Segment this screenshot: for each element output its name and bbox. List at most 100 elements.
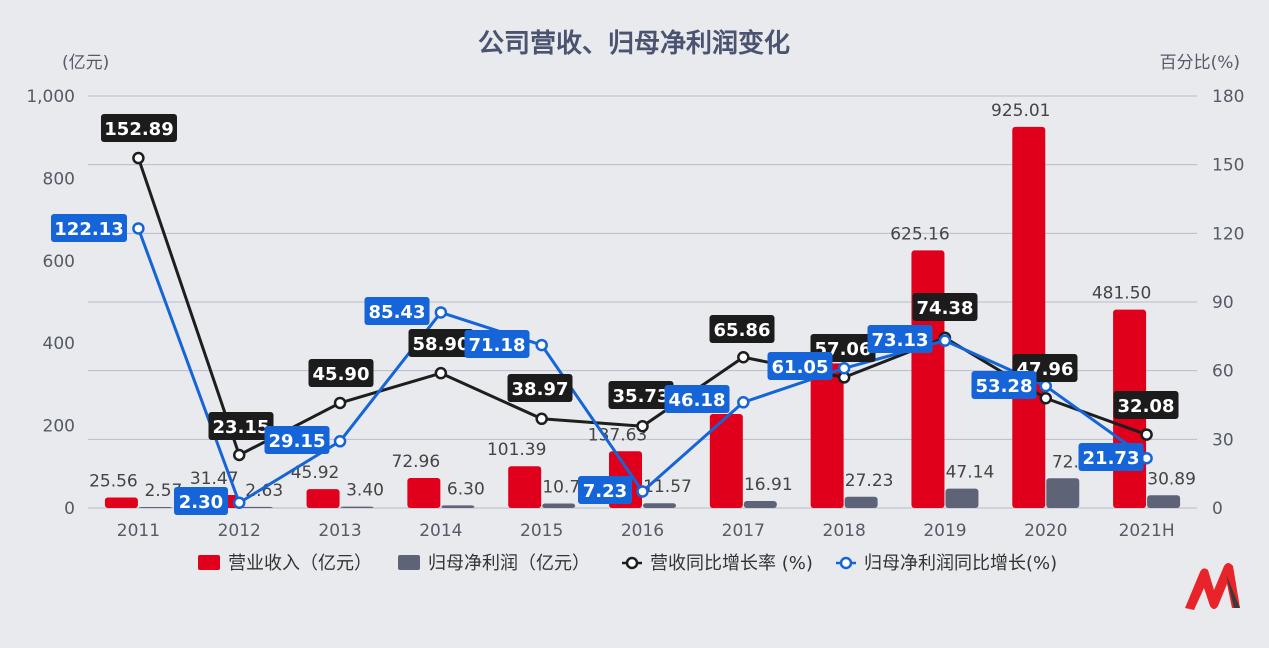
revenue-bar (407, 477, 441, 508)
revenue-bar-label: 31.47 (190, 469, 239, 489)
profit-growth-point (232, 496, 246, 509)
profit-growth-label-text: 61.05 (772, 357, 829, 378)
revenue-growth-label-text: 23.15 (213, 417, 270, 438)
left-tick-label: 0 (64, 499, 75, 519)
revenue-growth-label: 152.89 (101, 114, 177, 142)
revenue-growth-point (434, 366, 448, 380)
profit-growth-label-box (174, 487, 228, 515)
profit-bar (1046, 478, 1080, 508)
profit-growth-label-box (767, 352, 833, 380)
profit-growth-label-box (364, 297, 430, 325)
category-label: 2013 (318, 521, 361, 541)
profit-bar-label: 16.91 (744, 475, 793, 495)
profit-bar-label: 47.14 (946, 463, 995, 483)
revenue-growth-point (132, 151, 145, 165)
profit-growth-label-box (578, 476, 632, 504)
profit-bar (743, 501, 777, 508)
profit-growth-label-box (867, 325, 933, 353)
left-tick-label: 1,000 (26, 87, 75, 107)
legend-marker (839, 556, 853, 570)
profit-growth-label: 122.13 (51, 214, 127, 242)
revenue-growth-label-box (912, 293, 978, 321)
left-tick-label: 600 (43, 252, 75, 272)
revenue-growth-label-box (709, 315, 775, 343)
left-tick-label: 200 (43, 417, 75, 437)
profit-growth-label-box (264, 426, 330, 454)
category-label: 2019 (923, 521, 966, 541)
profit-growth-point (434, 306, 448, 319)
profit-bar-label: 6.30 (447, 479, 485, 499)
profit-growth-label: 71.18 (464, 330, 530, 358)
profit-growth-label-box (1078, 443, 1144, 471)
chart-title: 公司营收、归母净利润变化 (478, 28, 790, 59)
profit-growth-line (137, 227, 1148, 505)
profit-bar (542, 503, 576, 508)
right-tick-label: 0 (1212, 499, 1223, 519)
profit-growth-point (535, 338, 548, 352)
profit-growth-point (938, 334, 952, 347)
profit-growth-label: 2.30 (174, 487, 228, 515)
category-label: 2016 (621, 521, 664, 541)
revenue-growth-label-text: 65.86 (714, 320, 771, 341)
legend-label: 营业收入（亿元） (228, 553, 372, 574)
revenue-growth-label-box (208, 412, 274, 440)
category-label: 2012 (218, 521, 261, 541)
brand-logo-icon (1185, 563, 1240, 610)
profit-growth-label: 7.23 (578, 476, 632, 504)
left-tick-label: 400 (43, 334, 75, 354)
profit-growth-label-text: 21.73 (1083, 448, 1140, 469)
profit-bar (239, 506, 273, 508)
profit-growth-label-text: 46.18 (669, 390, 726, 411)
axis-ticks: 0 30 60 90 120 150 180 0 200 400 600 800 1,000 2011 20… (26, 87, 1244, 541)
revenue-bar-label: 481.50 (1092, 284, 1151, 304)
revenue-growth-label-text: 58.90 (413, 334, 470, 355)
profit-growth-label-box (51, 214, 127, 242)
revenue-growth-point (636, 419, 649, 433)
revenue-growth-point (1140, 428, 1153, 441)
profit-growth-label: 21.73 (1078, 443, 1144, 471)
revenue-growth-label: 38.97 (507, 374, 573, 402)
revenue-growth-label: 35.73 (608, 381, 674, 409)
revenue-bar (1012, 126, 1046, 509)
revenue-growth-label-box (507, 374, 573, 402)
revenue-growth-point (737, 351, 750, 364)
profit-growth-label: 53.28 (971, 371, 1037, 399)
revenue-bar-label: 101.39 (487, 440, 546, 460)
right-tick-label: 150 (1212, 156, 1244, 176)
revenue-bar-label: 45.92 (291, 463, 340, 483)
category-label: 2014 (419, 521, 462, 541)
profit-growth-label-text: 85.43 (369, 302, 426, 323)
profit-bar (340, 506, 374, 508)
revenue-growth-label-box (408, 329, 474, 357)
category-label: 2021H (1119, 521, 1175, 541)
revenue-growth-line (136, 157, 1148, 457)
profit-bar-label: 27.23 (845, 471, 894, 491)
revenue-growth-label: 58.90 (408, 329, 474, 357)
profit-bar (945, 488, 979, 508)
legend-label: 营收同比增长率 (%) (650, 553, 813, 574)
category-label: 2011 (117, 521, 160, 541)
profit-growth-label-box (664, 385, 730, 413)
profit-growth-label-box (971, 371, 1037, 399)
legend: 营业收入（亿元） 归母净利润（亿元） 营收同比增长率 (%) 归母净利润同比增长(%) (198, 553, 1057, 574)
revenue-growth-point (333, 396, 347, 410)
profit-bar (844, 496, 878, 508)
revenue-growth-label-box (1113, 391, 1179, 419)
revenue-growth-point (1039, 391, 1053, 405)
category-label: 2015 (520, 521, 563, 541)
legend-label: 归母净利润同比增长(%) (864, 553, 1057, 574)
profit-bar (1147, 495, 1181, 508)
revenue-bar-label: 25.56 (89, 471, 138, 491)
right-tick-label: 180 (1212, 87, 1244, 107)
profit-growth-point (837, 362, 851, 375)
revenue-bar (709, 413, 743, 508)
profit-bar-label: 11.57 (643, 477, 692, 497)
revenue-growth-label: 45.90 (308, 359, 374, 387)
revenue-bar (508, 466, 542, 508)
profit-growth-point (737, 396, 750, 409)
profit-growth-label-box (464, 330, 530, 358)
profit-growth-label: 73.13 (867, 325, 933, 353)
profit-growth-label-text: 122.13 (54, 219, 123, 240)
revenue-growth-label-box (308, 359, 374, 387)
